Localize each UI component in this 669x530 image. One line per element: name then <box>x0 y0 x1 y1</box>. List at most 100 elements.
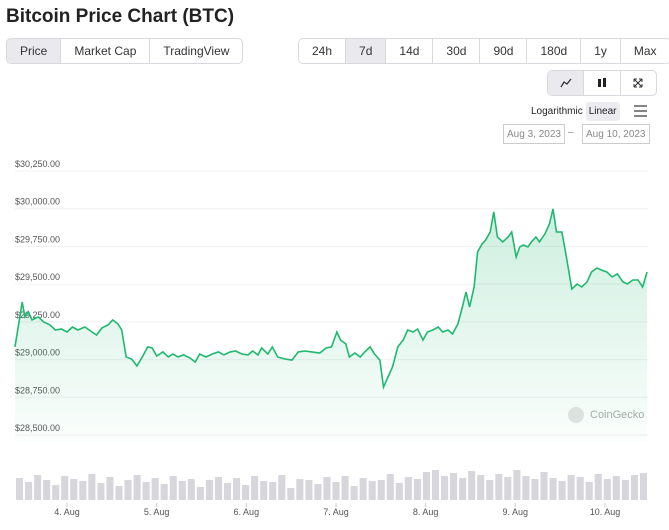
volume-bar <box>522 476 530 500</box>
line-view-button[interactable] <box>548 71 585 95</box>
fullscreen-button[interactable] <box>621 71 656 95</box>
y-tick-label: $30,000.00 <box>15 197 60 207</box>
tab-button[interactable]: Price <box>7 39 62 63</box>
range-button[interactable]: 7d <box>346 39 387 63</box>
volume-bar <box>450 473 458 500</box>
volume-bar <box>287 488 295 500</box>
volume-bar <box>341 476 349 500</box>
x-tick-label: 5. Aug <box>144 507 170 517</box>
volume-bar <box>70 479 78 500</box>
y-tick-label: $29,250.00 <box>15 310 60 320</box>
volume-bar <box>296 479 304 500</box>
range-button[interactable]: 1y <box>581 39 621 63</box>
price-line <box>14 208 648 391</box>
volume-bar <box>205 480 213 500</box>
volume-bar <box>431 470 440 500</box>
volume-bar <box>603 479 611 500</box>
volume-bar <box>377 480 385 500</box>
scale-switch: Logarithmic Linear <box>528 102 620 121</box>
volume-bar <box>88 474 96 500</box>
volume-bar <box>25 482 33 500</box>
volume-bar <box>332 482 340 500</box>
y-tick-label: $29,750.00 <box>15 234 60 244</box>
volume-bar <box>486 480 494 500</box>
volume-bar <box>142 482 150 500</box>
range-button[interactable]: 90d <box>480 39 528 63</box>
volume-bar <box>242 485 250 500</box>
volume-bar <box>43 480 51 500</box>
volume-bar <box>621 480 629 500</box>
volume-bar <box>359 478 367 500</box>
volume-bar <box>278 475 286 500</box>
volume-bar <box>133 475 141 500</box>
volume-bar <box>323 477 331 500</box>
volume-bar <box>413 479 421 500</box>
volume-bar <box>151 478 159 500</box>
volume-bar <box>594 474 602 500</box>
volume-bar <box>639 473 647 500</box>
volume-bar <box>404 477 412 500</box>
volume-bar <box>395 483 403 500</box>
x-tick-label: 8. Aug <box>413 507 439 517</box>
volume-bar <box>477 475 485 500</box>
volume-bar <box>124 480 132 500</box>
volume-bar <box>115 486 123 500</box>
volume-bar <box>16 478 24 500</box>
volume-bar <box>468 471 476 500</box>
volume-bar <box>233 478 241 500</box>
volume-bar <box>314 484 322 500</box>
volume-bar <box>169 476 177 500</box>
volume-bar <box>305 480 313 500</box>
scale-option[interactable]: Logarithmic <box>531 106 583 117</box>
date-to[interactable]: Aug 10, 2023 <box>582 124 650 144</box>
range-button[interactable]: 180d <box>527 39 582 63</box>
volume-bar <box>386 474 394 500</box>
volume-bar <box>585 482 593 500</box>
tab-button[interactable]: TradingView <box>163 44 230 58</box>
volume-bar <box>269 482 277 500</box>
tab-group: Price Market Cap TradingView <box>6 38 244 64</box>
x-tick-label: 6. Aug <box>234 507 260 517</box>
range-group: 24h 7d 14d 30d 90d 180d 1y Max <box>298 38 669 64</box>
page-title: Bitcoin Price Chart (BTC) <box>6 6 235 27</box>
volume-bar <box>504 477 512 500</box>
range-button[interactable]: Max <box>633 44 657 58</box>
candle-view-button[interactable] <box>584 71 621 95</box>
x-tick-label: 10. Aug <box>590 507 621 517</box>
volume-bar <box>97 483 105 500</box>
volume-bar <box>558 481 566 500</box>
x-tick-label: 7. Aug <box>323 507 349 517</box>
scale-option[interactable]: Linear <box>585 102 620 121</box>
volume-bar <box>576 477 584 500</box>
x-tick-label: 9. Aug <box>503 507 529 517</box>
volume-bar <box>187 479 195 500</box>
volume-bar <box>630 475 638 500</box>
volume-bar <box>160 484 168 500</box>
volume-bar <box>549 478 557 500</box>
volume-bar <box>178 481 186 500</box>
range-button[interactable]: 14d <box>386 39 434 63</box>
volume-bar <box>513 470 521 500</box>
date-from[interactable]: Aug 3, 2023 <box>503 124 565 144</box>
range-button[interactable]: 30d <box>433 39 481 63</box>
tab-button[interactable]: Market Cap <box>61 39 151 63</box>
volume-bar <box>422 472 430 500</box>
x-tick-label: 4. Aug <box>54 507 80 517</box>
volume-bar <box>61 476 69 500</box>
volume-bar <box>495 474 503 500</box>
area <box>15 208 648 442</box>
volume-bar <box>106 477 114 500</box>
volume-bar <box>441 476 449 500</box>
y-tick-label: $30,250.00 <box>15 159 60 169</box>
volume-bar <box>214 477 222 500</box>
range-button[interactable]: 24h <box>299 39 347 63</box>
view-group <box>547 70 657 96</box>
volume-bar <box>350 486 358 500</box>
date-separator: – <box>568 127 574 138</box>
volume-bar <box>34 475 42 500</box>
volume-bar <box>368 481 376 500</box>
volume-bar <box>260 481 268 500</box>
volume-bar <box>567 475 575 500</box>
